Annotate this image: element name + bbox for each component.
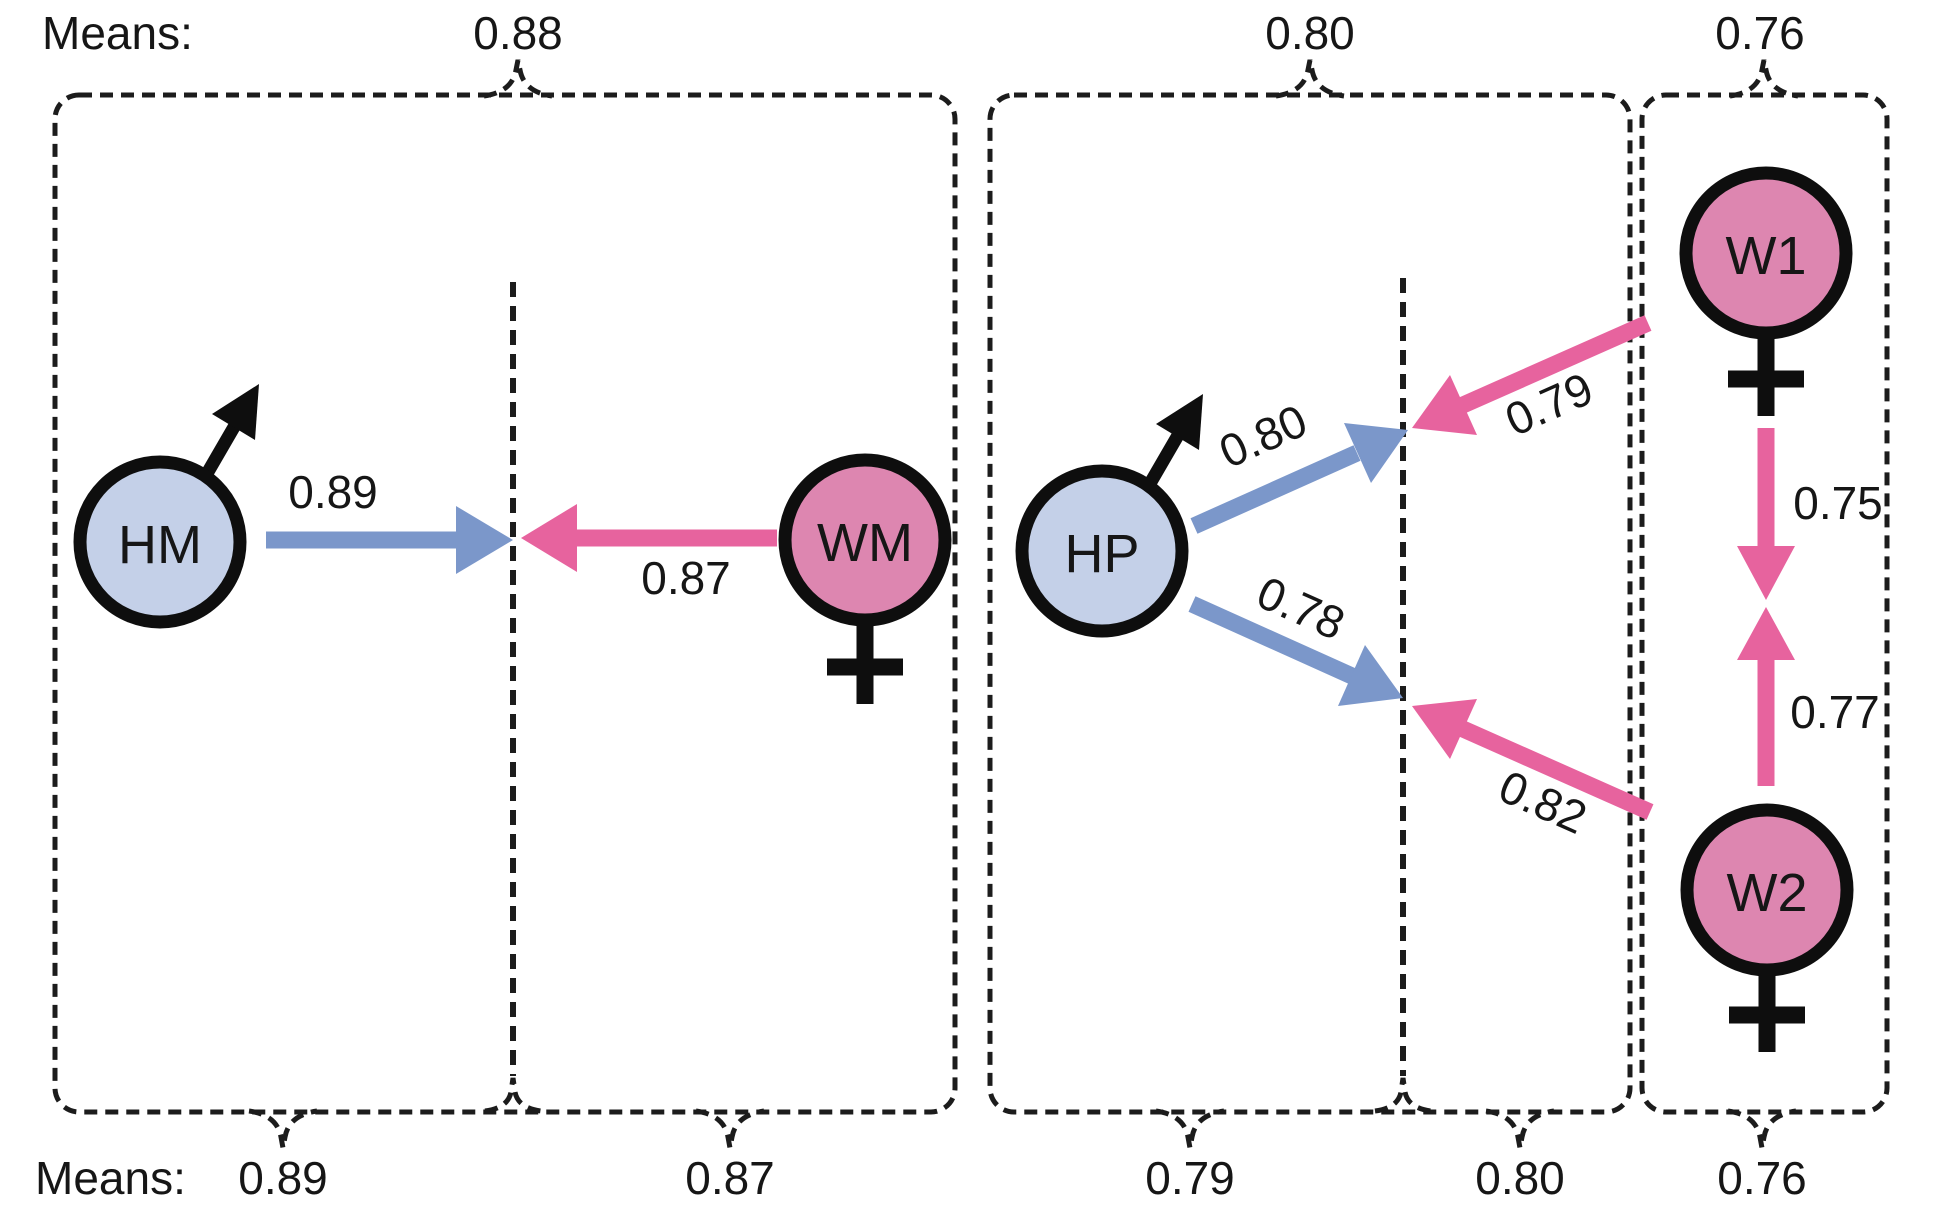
labels: HM WM HP W1 W2 0.89 0.87 0.80 0.78 0.79 …	[35, 7, 1883, 1204]
bottom-brace-wives-parenting	[1485, 1108, 1555, 1149]
male-mars-icon-hp-head	[1156, 394, 1203, 450]
bottom-mean-husband-marriage: 0.89	[238, 1152, 328, 1204]
bottom-mean-husband-parenting: 0.79	[1145, 1152, 1235, 1204]
bottom-brace-husband-marriage	[248, 1108, 318, 1149]
dashed-outlines	[52, 59, 1890, 1149]
edge-label-w1-w2: 0.75	[1793, 477, 1883, 529]
divider-junction-middle	[1374, 1077, 1432, 1114]
node-w2-label: W2	[1727, 863, 1808, 923]
arrow-wm-to-midline-head	[521, 504, 577, 572]
top-mean-right-panel: 0.76	[1715, 7, 1805, 59]
bottom-means-label: Means:	[35, 1152, 186, 1204]
female-venus-icon-wm	[827, 624, 903, 704]
arrow-w2-to-lower-midline-shaft	[1459, 721, 1654, 820]
arrow-hp-to-lower-midline-head	[1338, 645, 1403, 706]
male-mars-icon-hp	[1141, 394, 1203, 494]
sex-symbols	[198, 338, 1805, 1052]
bottom-mean-wives-agreement: 0.76	[1717, 1152, 1807, 1204]
arrow-hp-to-upper-midline-head	[1344, 423, 1408, 483]
arrow-w2-to-w1-head	[1737, 607, 1795, 660]
node-wm-circle	[778, 453, 952, 627]
bottom-brace-wives-panel	[1727, 1108, 1797, 1149]
node-wm-label: WM	[817, 513, 913, 573]
node-hm-circle	[73, 455, 247, 629]
female-venus-icon-w2	[1729, 974, 1805, 1052]
arrow-hp-to-upper-midline-shaft	[1190, 445, 1361, 534]
top-brace-middle-panel	[1275, 59, 1345, 99]
male-mars-icon-hm-head	[212, 384, 259, 440]
edge-label-hm-midline: 0.89	[288, 466, 378, 518]
middle-panel-box	[987, 92, 1633, 1115]
node-hp-label: HP	[1064, 524, 1139, 584]
right-panel-box	[1639, 92, 1890, 1115]
edge-label-wm-midline: 0.87	[641, 552, 731, 604]
wife-arrows	[521, 315, 1795, 820]
left-panel-box	[52, 92, 958, 1115]
bottom-brace-husband-parenting	[1155, 1108, 1225, 1149]
top-brace-left-panel	[483, 59, 553, 99]
bottom-mean-wife-marriage: 0.87	[685, 1152, 775, 1204]
nodes	[73, 166, 1854, 977]
node-hp-circle	[1015, 464, 1189, 638]
arrow-hm-to-midline-head	[456, 506, 513, 574]
node-w2-circle	[1680, 803, 1854, 977]
edge-label-w2-w1: 0.77	[1790, 686, 1880, 738]
male-mars-icon-hm	[198, 384, 259, 484]
edge-label-hp-upper: 0.80	[1212, 394, 1315, 478]
top-brace-right-panel	[1729, 59, 1799, 99]
arrow-w1-to-w2-head	[1737, 546, 1795, 600]
bottom-mean-wives-parenting: 0.80	[1475, 1152, 1565, 1204]
arrow-w1-to-upper-midline-shaft	[1459, 315, 1652, 413]
female-venus-icon-w1	[1728, 338, 1804, 416]
node-w1-label: W1	[1726, 226, 1807, 286]
arrow-hp-to-lower-midline-shaft	[1188, 596, 1356, 684]
bottom-brace-wife-marriage	[695, 1108, 765, 1149]
node-w1-circle	[1679, 166, 1853, 340]
husband-arrows	[266, 423, 1408, 706]
top-mean-left-panel: 0.88	[473, 7, 563, 59]
node-hm-label: HM	[118, 515, 202, 575]
arrow-w1-to-upper-midline-head	[1412, 375, 1477, 435]
top-mean-middle-panel: 0.80	[1265, 7, 1355, 59]
arrow-w2-to-lower-midline-head	[1412, 699, 1477, 759]
top-means-label: Means:	[42, 7, 193, 59]
divider-junction-left	[484, 1077, 542, 1114]
